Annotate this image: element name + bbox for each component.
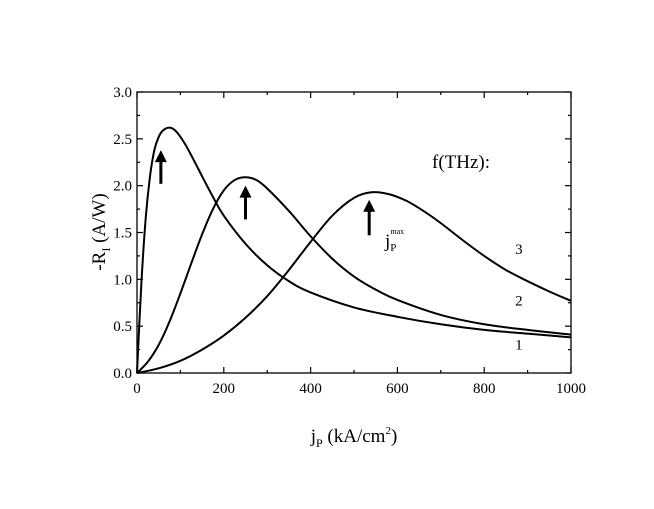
- curve-f2: [136, 176, 572, 374]
- curve-label-2: 2: [515, 294, 523, 310]
- axis-ticks: [136, 91, 572, 374]
- y-tick-label: 2.0: [113, 179, 132, 195]
- x-tick-label: 1000: [556, 381, 586, 397]
- curve-label-1: 1: [515, 338, 523, 354]
- legend-title: f(THz):: [432, 152, 490, 173]
- y-tick-label: 1.5: [113, 226, 132, 242]
- x-tick-label: 200: [213, 381, 236, 397]
- x-tick-label: 800: [473, 381, 496, 397]
- y-tick-label: 0.0: [113, 366, 132, 382]
- curve-labels: 3 2 1: [515, 242, 523, 354]
- peak-arrow-icon: [154, 150, 167, 184]
- x-axis-title: jP (kA/cm2): [310, 425, 398, 450]
- curve-label-3: 3: [515, 242, 523, 258]
- y-axis-title: -RI (A/W): [89, 193, 113, 270]
- y-tick-label: 0.5: [113, 319, 132, 335]
- peak-arrow-icon: [239, 185, 252, 220]
- curve-f1: [136, 126, 572, 374]
- y-tick-label: 1.0: [113, 272, 132, 288]
- x-tick-label: 400: [299, 381, 322, 397]
- peak-arrow-icon: [363, 199, 376, 236]
- peak-arrows: [154, 150, 376, 236]
- jmax-annotation: jPmax: [384, 227, 404, 254]
- x-tick-label: 0: [133, 381, 141, 397]
- y-tick-label: 3.0: [113, 85, 132, 101]
- curve-f3: [136, 191, 572, 374]
- data-curves: [136, 126, 572, 374]
- x-tick-label: 600: [386, 381, 409, 397]
- y-tick-label: 2.5: [113, 132, 132, 148]
- tick-labels: 0 200 400 600 800 1000 0.0 0.5 1.0 1.5 2.0 2.5 3.0: [113, 85, 586, 397]
